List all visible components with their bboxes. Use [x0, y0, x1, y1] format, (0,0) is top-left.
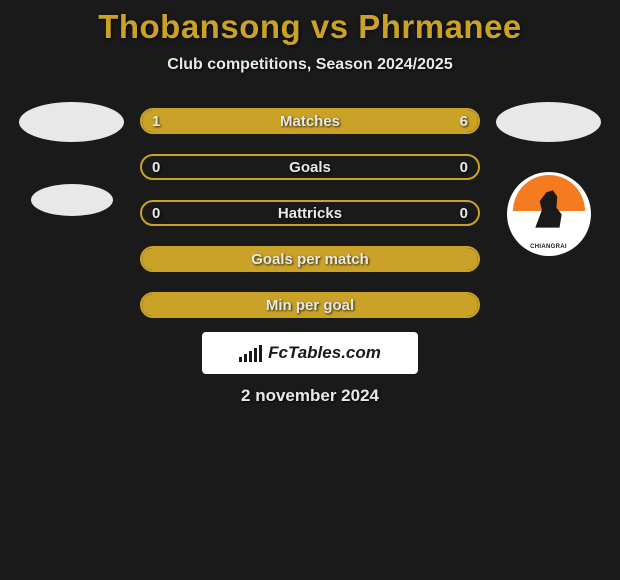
stat-label: Goals [142, 156, 478, 178]
branding-chart-icon [239, 344, 262, 362]
stat-bar: 00Hattricks [140, 200, 480, 226]
stat-bar: 00Goals [140, 154, 480, 180]
stats-area: 16Matches 00Goals 00Hattricks Goals per mat… [0, 102, 620, 318]
stat-bar: 16Matches [140, 108, 480, 134]
stat-label: Goals per match [142, 248, 478, 270]
stat-label: Hattricks [142, 202, 478, 224]
team2-logo-column: CHIANGRAI [496, 102, 601, 256]
comparison-subtitle: Club competitions, Season 2024/2025 [0, 56, 620, 74]
team2-logo-primary [496, 102, 601, 142]
team1-logo-secondary [31, 184, 113, 216]
branding-text: FcTables.com [268, 343, 381, 363]
team2-logo-badge: CHIANGRAI [507, 172, 591, 256]
stat-bars-column: 16Matches 00Goals 00Hattricks Goals per mat… [140, 102, 480, 318]
comparison-date: 2 november 2024 [0, 386, 620, 406]
comparison-title: Thobansong vs Phrmanee [0, 8, 620, 46]
team2-logo-text: CHIANGRAI [530, 244, 567, 250]
stat-bar: Min per goal [140, 292, 480, 318]
stat-label: Min per goal [142, 294, 478, 316]
team1-logo-column [19, 102, 124, 246]
branding-box: FcTables.com [202, 332, 418, 374]
stat-bar: Goals per match [140, 246, 480, 272]
team1-logo-primary [19, 102, 124, 142]
stat-label: Matches [142, 110, 478, 132]
